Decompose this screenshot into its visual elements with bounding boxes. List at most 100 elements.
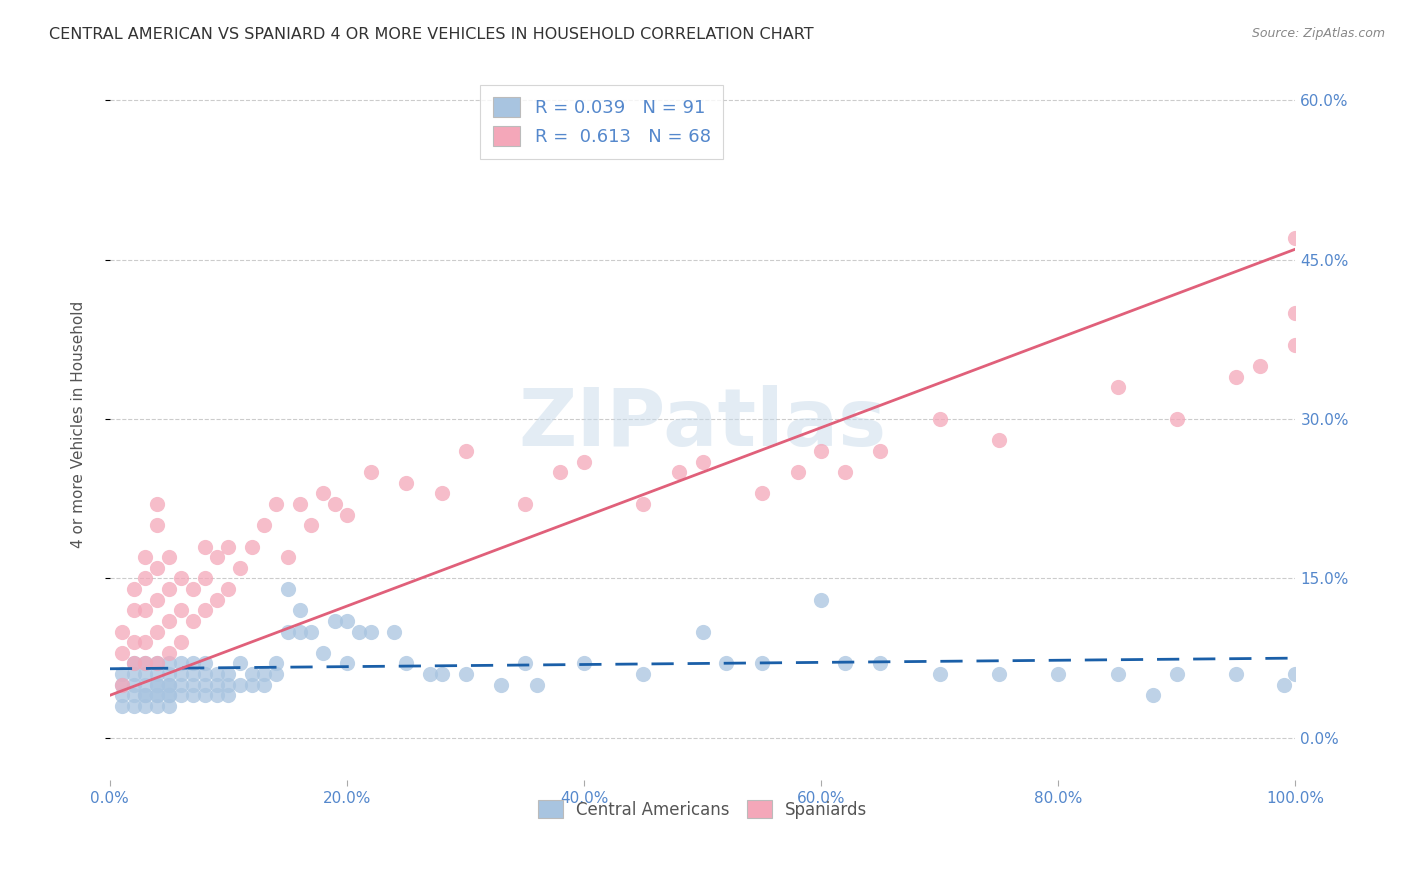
Point: [170, 678, 193, 692]
Point: [1166, 667, 1188, 681]
Point: [253, 518, 276, 533]
Text: ZIPatlas: ZIPatlas: [519, 385, 887, 464]
Point: [111, 678, 134, 692]
Point: [288, 497, 311, 511]
Point: [395, 475, 418, 490]
Point: [205, 678, 228, 692]
Point: [170, 688, 193, 702]
Point: [157, 646, 180, 660]
Point: [312, 486, 335, 500]
Point: [134, 571, 156, 585]
Point: [194, 571, 217, 585]
Point: [111, 624, 134, 639]
Point: [194, 667, 217, 681]
Point: [264, 667, 287, 681]
Point: [217, 582, 239, 596]
Point: [181, 688, 204, 702]
Point: [288, 603, 311, 617]
Point: [928, 667, 950, 681]
Point: [253, 678, 276, 692]
Point: [122, 678, 145, 692]
Point: [205, 550, 228, 565]
Point: [157, 614, 180, 628]
Point: [146, 497, 169, 511]
Point: [716, 657, 738, 671]
Point: [572, 454, 595, 468]
Point: [347, 624, 370, 639]
Point: [1107, 667, 1129, 681]
Point: [489, 678, 512, 692]
Point: [1225, 667, 1247, 681]
Point: [181, 678, 204, 692]
Point: [146, 678, 169, 692]
Point: [229, 678, 252, 692]
Point: [633, 497, 655, 511]
Point: [513, 497, 536, 511]
Point: [810, 444, 832, 458]
Point: [134, 688, 156, 702]
Point: [323, 497, 346, 511]
Point: [111, 646, 134, 660]
Point: [217, 688, 239, 702]
Point: [170, 603, 193, 617]
Point: [122, 635, 145, 649]
Point: [134, 698, 156, 713]
Point: [122, 582, 145, 596]
Point: [157, 678, 180, 692]
Point: [170, 657, 193, 671]
Point: [264, 657, 287, 671]
Point: [134, 657, 156, 671]
Point: [146, 667, 169, 681]
Point: [217, 678, 239, 692]
Point: [134, 688, 156, 702]
Point: [834, 657, 856, 671]
Point: [205, 688, 228, 702]
Point: [454, 667, 477, 681]
Point: [170, 571, 193, 585]
Point: [134, 635, 156, 649]
Point: [299, 518, 322, 533]
Point: [146, 592, 169, 607]
Point: [194, 657, 217, 671]
Point: [692, 624, 714, 639]
Point: [157, 550, 180, 565]
Point: [550, 465, 572, 479]
Point: [633, 667, 655, 681]
Point: [170, 635, 193, 649]
Point: [336, 508, 359, 522]
Point: [1225, 369, 1247, 384]
Point: [869, 444, 891, 458]
Point: [146, 698, 169, 713]
Point: [146, 561, 169, 575]
Point: [134, 550, 156, 565]
Point: [277, 624, 299, 639]
Point: [384, 624, 406, 639]
Point: [277, 582, 299, 596]
Point: [336, 657, 359, 671]
Point: [312, 646, 335, 660]
Point: [264, 497, 287, 511]
Point: [1142, 688, 1164, 702]
Point: [869, 657, 891, 671]
Legend: Central Americans, Spaniards: Central Americans, Spaniards: [531, 793, 875, 825]
Point: [122, 688, 145, 702]
Point: [217, 540, 239, 554]
Point: [253, 667, 276, 681]
Text: Source: ZipAtlas.com: Source: ZipAtlas.com: [1251, 27, 1385, 40]
Point: [229, 657, 252, 671]
Point: [146, 688, 169, 702]
Point: [205, 592, 228, 607]
Point: [146, 657, 169, 671]
Point: [134, 657, 156, 671]
Point: [1107, 380, 1129, 394]
Point: [146, 624, 169, 639]
Text: CENTRAL AMERICAN VS SPANIARD 4 OR MORE VEHICLES IN HOUSEHOLD CORRELATION CHART: CENTRAL AMERICAN VS SPANIARD 4 OR MORE V…: [49, 27, 814, 42]
Point: [217, 667, 239, 681]
Point: [1284, 337, 1306, 351]
Point: [572, 657, 595, 671]
Point: [395, 657, 418, 671]
Point: [1272, 678, 1295, 692]
Point: [134, 678, 156, 692]
Point: [1047, 667, 1070, 681]
Point: [194, 678, 217, 692]
